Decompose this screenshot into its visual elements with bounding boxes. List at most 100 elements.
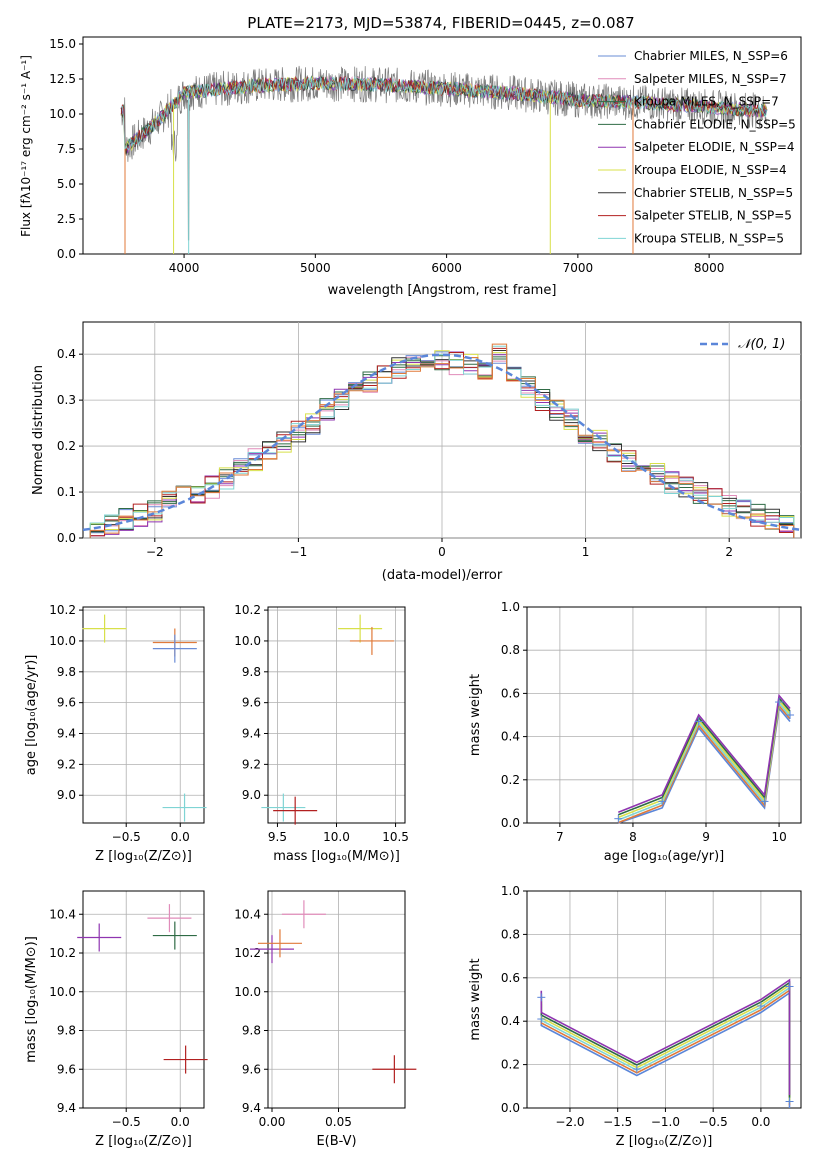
- panel-xtick-label: −0.5: [112, 1115, 141, 1129]
- histogram-legend: 𝒩(0, 1): [700, 337, 785, 352]
- mass-weight-line: [618, 696, 791, 816]
- legend-label: Kroupa MILES, N_SSP=7: [634, 95, 779, 109]
- panel-ytick-label: 9.4: [242, 727, 261, 741]
- legend-label: Salpeter ELODIE, N_SSP=4: [634, 140, 795, 154]
- model-spectrum-line: [120, 75, 768, 152]
- spectrum-xtick-label: 4000: [169, 261, 200, 275]
- panel-xtick-label: 9.5: [268, 830, 287, 844]
- panel-xtick-label: −1.5: [603, 1115, 632, 1129]
- panel-ytick-label: 0.4: [501, 1014, 520, 1028]
- panel-ytick-label: 9.6: [242, 1062, 261, 1076]
- panel-ytick-label: 9.8: [242, 1024, 261, 1038]
- panel-ytick-label: 9.6: [242, 696, 261, 710]
- mass-weight-line: [618, 693, 791, 813]
- panel-xtick-label: 7: [556, 830, 564, 844]
- panel-ytick-label: 10.0: [234, 985, 261, 999]
- panel-xtick-label: −2.0: [555, 1115, 584, 1129]
- panel-xtick-label: 8: [629, 830, 637, 844]
- panel-xtick-label: 10.5: [382, 830, 409, 844]
- panel-frame: [82, 606, 205, 824]
- panel-ytick-label: 0.0: [501, 816, 520, 830]
- spectrum-panel: wavelength [Angstrom, rest frame] Flux […: [19, 36, 802, 298]
- panel-ytick-label: 10.0: [49, 985, 76, 999]
- panel-xlabel: mass [log₁₀(M/M⊙)]: [273, 849, 400, 864]
- panel-ytick-label: 0.8: [501, 927, 520, 941]
- panel-ytick-label: 9.2: [57, 757, 76, 771]
- panel-xtick-label: 0.05: [325, 1115, 352, 1129]
- panel-ytick-label: 9.4: [57, 727, 76, 741]
- spectrum-ytick-label: 5.0: [57, 177, 76, 191]
- panel-ytick-label: 0.6: [501, 971, 520, 985]
- mass-weight-vs-age-panel: 7 8 9 10 0.0 0.2 0.4 0.6 0.8 1.0 age [log₁₀(age/yr…: [468, 600, 802, 864]
- panel-ytick-label: 10.2: [49, 946, 76, 960]
- histogram-xtick-label: 2: [725, 545, 733, 559]
- panel-ylabel: mass [log₁₀(M/M⊙)]: [24, 936, 39, 1063]
- panel-ytick-label: 1.0: [501, 600, 520, 614]
- spectrum-xtick-label: 6000: [431, 261, 462, 275]
- panel-ytick-label: 9.0: [242, 788, 261, 802]
- panel-xlabel: Z [log₁₀(Z/Z⊙)]: [95, 1134, 192, 1149]
- legend-label: Chabrier ELODIE, N_SSP=5: [634, 117, 796, 131]
- spectrum-frame: [82, 36, 802, 255]
- age-vs-metallicity-panel: −0.5 0.0 9.0 9.2 9.4 9.6 9.8 10.0 10.2 Z [log₁₀(Z…: [24, 603, 207, 864]
- spectrum-xtick-label: 7000: [563, 261, 594, 275]
- histogram-ytick-label: 0.1: [57, 485, 76, 499]
- panel-ytick-label: 9.6: [57, 696, 76, 710]
- panel-ytick-label: 10.2: [234, 946, 261, 960]
- spectrum-ytick-label: 2.5: [57, 212, 76, 226]
- panel-ytick-label: 0.4: [501, 730, 520, 744]
- panel-xlabel: Z [log₁₀(Z/Z⊙)]: [616, 1134, 713, 1149]
- panel-frame: [82, 890, 205, 1109]
- panel-ylabel: mass weight: [468, 674, 483, 756]
- histogram-xtick-label: −1: [290, 545, 308, 559]
- panel-ytick-label: 9.4: [57, 1101, 76, 1115]
- panel-ytick-label: 0.2: [501, 773, 520, 787]
- panel-ytick-label: 0.0: [501, 1101, 520, 1115]
- panel-ytick-label: 0.8: [501, 643, 520, 657]
- histogram-xlabel: (data-model)/error: [382, 568, 503, 583]
- panel-ytick-label: 9.0: [57, 788, 76, 802]
- panel-xtick-label: −0.5: [699, 1115, 728, 1129]
- spectrum-ytick-label: 0.0: [57, 247, 76, 261]
- legend-label: Kroupa STELIB, N_SSP=5: [634, 231, 784, 245]
- panel-ytick-label: 9.4: [242, 1101, 261, 1115]
- panel-ytick-label: 9.8: [57, 665, 76, 679]
- mass-vs-metallicity-panel: −0.5 0.0 9.4 9.6 9.8 10.0 10.2 10.4 Z [log₁₀(Z/Z…: [24, 890, 208, 1149]
- panel-ytick-label: 10.4: [49, 907, 76, 921]
- histogram-ytick-label: 0.3: [57, 393, 76, 407]
- mass-vs-extinction-panel: 0.00 0.05 9.4 9.6 9.8 10.0 10.2 10.4 E(B-V): [234, 890, 417, 1149]
- normal-curve-line: [82, 353, 802, 532]
- panel-xtick-label: 0.0: [171, 1115, 190, 1129]
- histogram-ytick-label: 0.0: [57, 531, 76, 545]
- panel-frame: [526, 606, 802, 824]
- panel-ytick-label: 10.0: [49, 634, 76, 648]
- panel-ytick-label: 10.2: [49, 603, 76, 617]
- age-vs-mass-panel: 9.5 10.0 10.5 9.0 9.2 9.4 9.6 9.8 10.0 10.2 mass […: [234, 603, 409, 864]
- panel-ylabel: mass weight: [468, 958, 483, 1040]
- histogram-step-line: [89, 343, 795, 538]
- legend-label: Kroupa ELODIE, N_SSP=4: [634, 163, 787, 177]
- panel-frame: [526, 890, 802, 1109]
- panel-ytick-label: 9.6: [57, 1062, 76, 1076]
- legend-label: Chabrier MILES, N_SSP=6: [634, 49, 788, 63]
- panel-xtick-label: 10: [771, 830, 786, 844]
- legend-label: Salpeter STELIB, N_SSP=5: [634, 209, 792, 223]
- panel-xtick-label: 0.0: [171, 830, 190, 844]
- spectrum-xlabel: wavelength [Angstrom, rest frame]: [328, 283, 557, 298]
- histogram-ytick-label: 0.4: [57, 347, 76, 361]
- spectrum-xtick-label: 8000: [694, 261, 725, 275]
- spectrum-title: PLATE=2173, MJD=53874, FIBERID=0445, z=0…: [247, 14, 634, 32]
- spectrum-ylabel: Flux [fλ10⁻¹⁷ erg cm⁻² s⁻¹ A⁻¹]: [19, 55, 33, 237]
- histogram-xtick-label: 1: [582, 545, 590, 559]
- model-spectrum-line: [120, 75, 768, 151]
- panel-xtick-label: −0.5: [112, 830, 141, 844]
- spectrum-legend: Chabrier MILES, N_SSP=6 Salpeter MILES, N…: [598, 49, 796, 245]
- mass-weight-line: [618, 701, 791, 821]
- panel-ytick-label: 9.8: [57, 1024, 76, 1038]
- panel-ylabel: age [log₁₀(age/yr)]: [24, 655, 39, 776]
- spectrum-ytick-label: 12.5: [49, 72, 76, 86]
- mass-weight-line: [618, 706, 791, 824]
- spectrum-ytick-label: 10.0: [49, 107, 76, 121]
- panel-xtick-label: −1.0: [651, 1115, 680, 1129]
- panel-ytick-label: 1.0: [501, 884, 520, 898]
